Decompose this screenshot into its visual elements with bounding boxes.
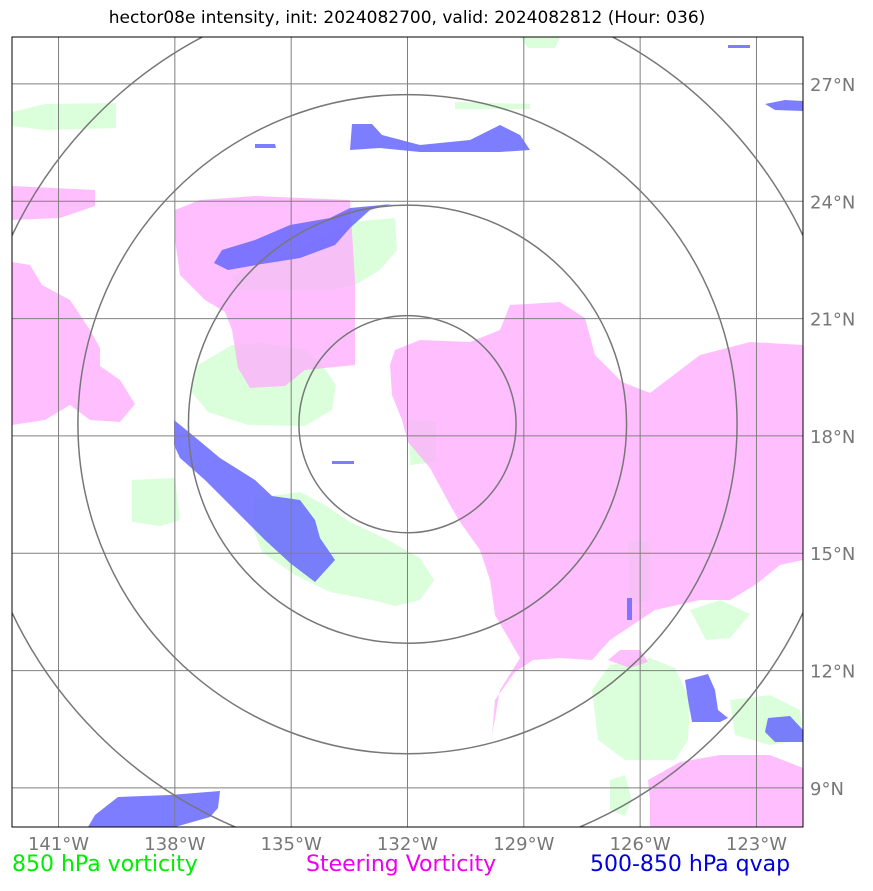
qvap-patch [765, 716, 803, 742]
green-patch [520, 37, 560, 48]
longitude-tick-label: 126°W [610, 834, 671, 855]
range-rings [12, 37, 803, 827]
range-ring [77, 93, 738, 755]
qvap-patch [685, 674, 728, 722]
latitude-tick-label: 18°N [810, 427, 855, 448]
range-ring [187, 204, 628, 645]
longitude-tick-label: 132°W [377, 834, 438, 855]
latitude-tick-label: 9°N [810, 779, 844, 800]
qvap-patch [88, 791, 220, 827]
plot-frame [11, 36, 804, 828]
green-patch [132, 478, 180, 526]
qvap-shading [88, 45, 803, 827]
qvap-patch [255, 144, 276, 148]
map-title: hector08e intensity, init: 2024082700, v… [108, 8, 706, 28]
latitude-tick-label: 21°N [810, 310, 855, 331]
qvap-patch [765, 100, 803, 111]
legend-steering-vorticity: Steering Vorticity [306, 852, 497, 877]
longitude-tick-label: 123°W [726, 834, 787, 855]
pink-patch [390, 302, 803, 735]
longitude-tick-label: 138°W [144, 834, 205, 855]
legend-850-vorticity: 850 hPa vorticity [12, 852, 198, 877]
longitude-tick-label: 141°W [28, 834, 89, 855]
qvap-patch [332, 461, 354, 464]
latitude-labels: 27°N 24°N 21°N 18°N 15°N 12°N 9°N [810, 75, 855, 800]
green-patch [690, 600, 750, 640]
pink-patch [608, 650, 648, 668]
green-patch [592, 658, 690, 760]
pink-patch [12, 186, 95, 220]
latitude-tick-label: 15°N [810, 544, 855, 565]
map-gridlines [12, 37, 803, 827]
qvap-patch [728, 45, 750, 48]
qvap-patch [350, 124, 530, 152]
qvap-patch [214, 204, 392, 270]
longitude-labels: 141°W 138°W 135°W 132°W 129°W 126°W 123°W [28, 834, 787, 855]
pink-patch [648, 755, 803, 827]
qvap-patch [174, 420, 335, 582]
latitude-tick-label: 24°N [810, 192, 855, 213]
green-patch [12, 103, 116, 130]
qvap-patch [627, 598, 632, 620]
longitude-tick-label: 135°W [261, 834, 322, 855]
latitude-tick-label: 12°N [810, 662, 855, 683]
green-patch [610, 775, 632, 816]
range-ring [298, 314, 517, 534]
latitude-tick-label: 27°N [810, 75, 855, 96]
legend-qvap: 500-850 hPa qvap [590, 852, 791, 877]
longitude-tick-label: 129°W [493, 834, 554, 855]
pink-patch [12, 262, 135, 425]
